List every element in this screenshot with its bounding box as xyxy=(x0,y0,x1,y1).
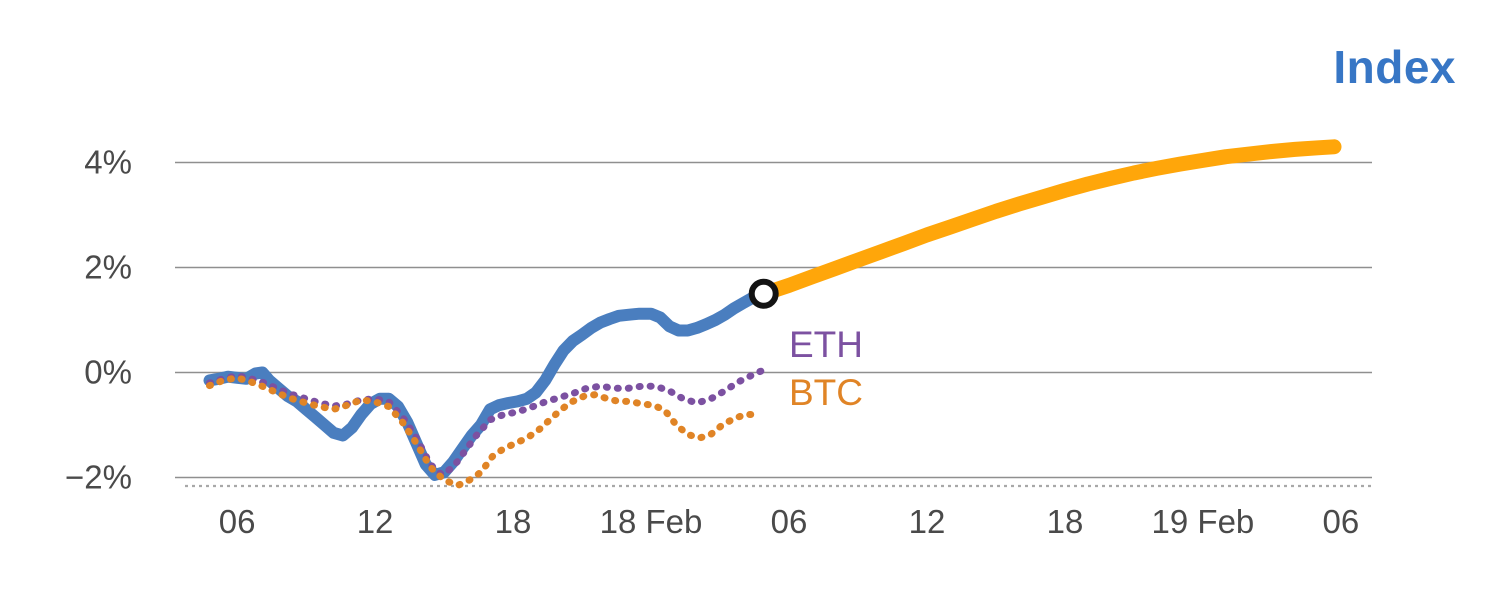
chart-title: Index xyxy=(1333,41,1456,93)
y-tick-label: 4% xyxy=(84,144,132,181)
x-tick-label: 06 xyxy=(219,503,256,540)
x-tick-label: 19 Feb xyxy=(1152,503,1255,540)
series-label-eth: ETH xyxy=(789,324,863,365)
x-tick-label: 06 xyxy=(771,503,808,540)
y-tick-label: −2% xyxy=(65,459,132,496)
series-line-index-history xyxy=(203,287,770,481)
series-label-btc: BTC xyxy=(789,372,863,413)
series-line-btc xyxy=(206,374,761,489)
current-point-marker xyxy=(748,278,779,309)
x-tick-label: 18 xyxy=(1047,503,1084,540)
x-tick-label: 18 Feb xyxy=(600,503,703,540)
y-tick-label: 0% xyxy=(84,354,132,391)
x-tick-label: 18 xyxy=(495,503,532,540)
series-line-index-forecast xyxy=(756,139,1342,302)
x-tick-label: 12 xyxy=(357,503,394,540)
series-line-eth xyxy=(206,366,768,479)
x-tick-label: 12 xyxy=(909,503,946,540)
y-tick-label: 2% xyxy=(84,249,132,286)
x-tick-label: 06 xyxy=(1323,503,1360,540)
